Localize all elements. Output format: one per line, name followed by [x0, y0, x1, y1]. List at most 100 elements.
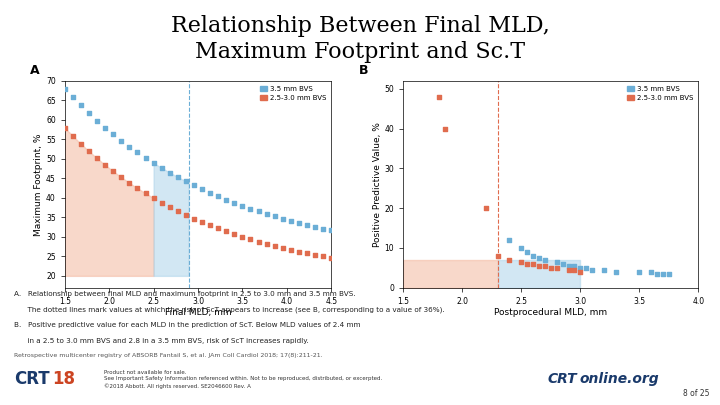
Point — [253, 208, 264, 215]
Text: B.   Positive predictive value for each MLD in the prediction of ScT. Below MLD : B. Positive predictive value for each ML… — [14, 322, 361, 328]
Point — [107, 131, 119, 137]
Point — [293, 248, 305, 255]
Point — [551, 258, 562, 265]
Point — [575, 264, 586, 271]
Point — [164, 169, 176, 176]
Point — [245, 236, 256, 243]
Point — [610, 269, 621, 275]
Point — [99, 124, 111, 131]
Point — [59, 85, 71, 92]
Point — [59, 124, 71, 131]
Text: A: A — [30, 64, 40, 77]
Point — [534, 262, 545, 269]
Point — [204, 190, 216, 196]
Point — [580, 264, 592, 271]
Point — [140, 155, 151, 161]
Point — [197, 186, 208, 192]
Point — [212, 225, 224, 232]
Point — [188, 215, 199, 222]
Point — [84, 148, 95, 155]
Point — [438, 126, 450, 132]
Point — [575, 269, 586, 275]
Point — [261, 211, 272, 217]
Legend: 3.5 mm BVS, 2.5-3.0 mm BVS: 3.5 mm BVS, 2.5-3.0 mm BVS — [259, 85, 328, 103]
Point — [492, 253, 503, 259]
Point — [285, 217, 297, 224]
Point — [148, 195, 159, 201]
Point — [115, 137, 127, 144]
Point — [663, 271, 675, 277]
Point — [325, 255, 337, 261]
Point — [293, 220, 305, 226]
X-axis label: Postprocedural MLD, mm: Postprocedural MLD, mm — [494, 308, 608, 318]
Point — [433, 94, 444, 100]
Text: A.   Relationship between final MLD and maximum footprint in 2.5 to 3.0 mm and 3: A. Relationship between final MLD and ma… — [14, 291, 356, 297]
Point — [220, 196, 232, 203]
Point — [527, 260, 539, 267]
Point — [84, 110, 95, 117]
Point — [269, 213, 281, 220]
Point — [75, 141, 86, 147]
Point — [67, 133, 78, 139]
Point — [172, 174, 184, 180]
Text: online.org: online.org — [580, 372, 660, 386]
Point — [261, 241, 272, 247]
Point — [285, 247, 297, 253]
Point — [551, 264, 562, 271]
Point — [132, 149, 143, 156]
Point — [164, 204, 176, 210]
Point — [652, 271, 663, 277]
Point — [310, 224, 321, 230]
Point — [228, 231, 240, 237]
Point — [563, 262, 575, 269]
Point — [657, 271, 669, 277]
Point — [325, 227, 337, 234]
Text: CRT: CRT — [14, 371, 50, 388]
Point — [563, 266, 575, 273]
Point — [204, 222, 216, 228]
Point — [237, 202, 248, 209]
Point — [91, 117, 103, 124]
Text: B: B — [359, 64, 369, 77]
Point — [107, 168, 119, 175]
Point — [310, 252, 321, 258]
Point — [91, 155, 103, 162]
Y-axis label: Maximum Footprint, %: Maximum Footprint, % — [35, 133, 43, 236]
Text: The dotted lines mark values at which the risk of ScT appears to increase (see B: The dotted lines mark values at which th… — [14, 307, 445, 313]
Point — [99, 162, 111, 168]
Text: CRT: CRT — [547, 372, 577, 386]
Point — [156, 199, 168, 206]
Point — [188, 182, 199, 189]
Point — [598, 266, 610, 273]
Point — [172, 208, 184, 214]
Point — [539, 262, 551, 269]
Point — [521, 260, 533, 267]
Point — [124, 180, 135, 186]
Point — [534, 254, 545, 261]
Point — [504, 256, 516, 263]
Point — [180, 178, 192, 185]
Point — [301, 222, 312, 228]
Point — [277, 215, 289, 222]
Point — [480, 205, 492, 211]
Point — [132, 185, 143, 192]
Point — [527, 253, 539, 259]
Point — [516, 245, 527, 251]
Point — [539, 256, 551, 263]
Legend: 3.5 mm BVS, 2.5-3.0 mm BVS: 3.5 mm BVS, 2.5-3.0 mm BVS — [626, 85, 695, 103]
Text: 8 of 25: 8 of 25 — [683, 389, 709, 398]
Text: Retrospective multicenter registry of ABSORB Fantail S, et al. JAm Coll Cardiol : Retrospective multicenter registry of AB… — [14, 354, 323, 358]
Point — [156, 165, 168, 171]
Point — [269, 243, 281, 249]
Point — [197, 219, 208, 225]
Point — [180, 212, 192, 218]
Text: Product not available for sale.
See Important Safety Information referenced with: Product not available for sale. See Impo… — [104, 370, 382, 389]
Point — [140, 190, 151, 196]
Text: in a 2.5 to 3.0 mm BVS and 2.8 in a 3.5 mm BVS, risk of ScT increases rapidly.: in a 2.5 to 3.0 mm BVS and 2.8 in a 3.5 … — [14, 338, 309, 344]
Point — [504, 237, 516, 243]
Point — [318, 226, 329, 232]
Point — [301, 250, 312, 256]
Point — [237, 233, 248, 240]
Point — [586, 266, 598, 273]
Point — [645, 269, 657, 275]
